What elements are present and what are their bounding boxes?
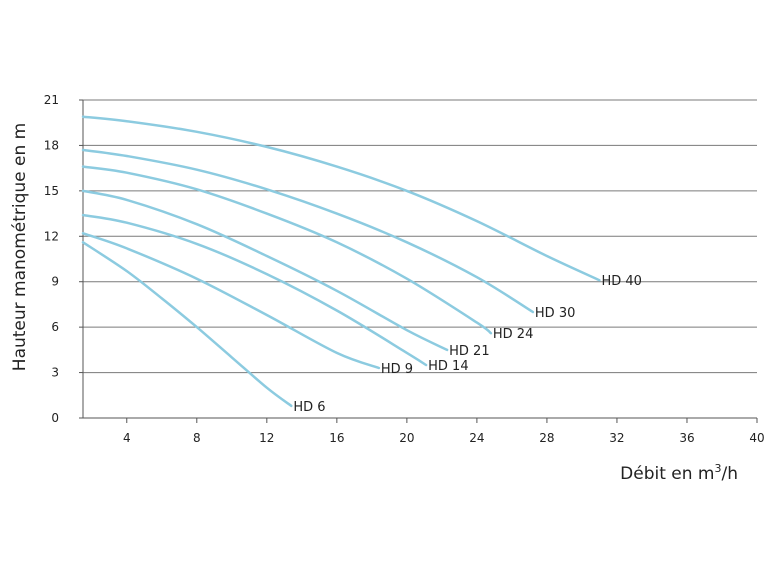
x-axis-title-suffix: /h [721,464,738,484]
label-hd-14: HD 14 [428,359,468,374]
x-tick-labels: 4 8 12 16 20 24 28 32 36 40 [123,431,765,445]
label-hd-6: HD 6 [293,400,325,415]
curve-hd-40 [81,115,601,282]
series-curves [81,115,601,408]
x-tick-label-24: 24 [469,431,484,445]
x-tick-label-40: 40 [749,431,764,445]
x-tick-label-36: 36 [679,431,694,445]
y-tick-labels: 0 3 6 9 12 15 18 21 [44,93,59,425]
y-tick-label-0: 0 [51,411,59,425]
x-tick-label-32: 32 [609,431,624,445]
x-axis-title-main: Débit en m [620,464,714,484]
label-hd-24: HD 24 [493,327,533,342]
axes [79,99,758,423]
x-axis-title-sup: 3 [714,462,721,475]
x-tick-label-12: 12 [259,431,274,445]
y-tick-label-12: 12 [44,229,59,243]
label-hd-30: HD 30 [535,306,575,321]
x-tick-label-20: 20 [399,431,414,445]
curve-hd-21 [81,189,449,352]
x-axis-title: Débit en m3/h [620,462,738,484]
curve-hd-14 [81,213,428,367]
curve-hd-6 [81,241,293,408]
curve-hd-24 [81,165,493,335]
y-tick-label-18: 18 [44,138,59,152]
y-axis-title: Hauteur manométrique en m [10,123,30,371]
label-hd-21: HD 21 [449,344,489,359]
label-hd-9: HD 9 [381,362,413,377]
y-tick-label-15: 15 [44,184,59,198]
x-tick-label-16: 16 [329,431,344,445]
x-tick-label-4: 4 [123,431,131,445]
y-tick-label-3: 3 [51,366,59,380]
curve-hd-9 [81,232,381,370]
y-tick-label-6: 6 [51,320,59,334]
curve-hd-30 [81,148,535,314]
x-tick-label-28: 28 [539,431,554,445]
y-tick-label-21: 21 [44,93,59,107]
x-tick-label-8: 8 [193,431,201,445]
y-tick-label-9: 9 [51,275,59,289]
label-hd-40: HD 40 [601,274,641,289]
gridlines [83,99,757,374]
